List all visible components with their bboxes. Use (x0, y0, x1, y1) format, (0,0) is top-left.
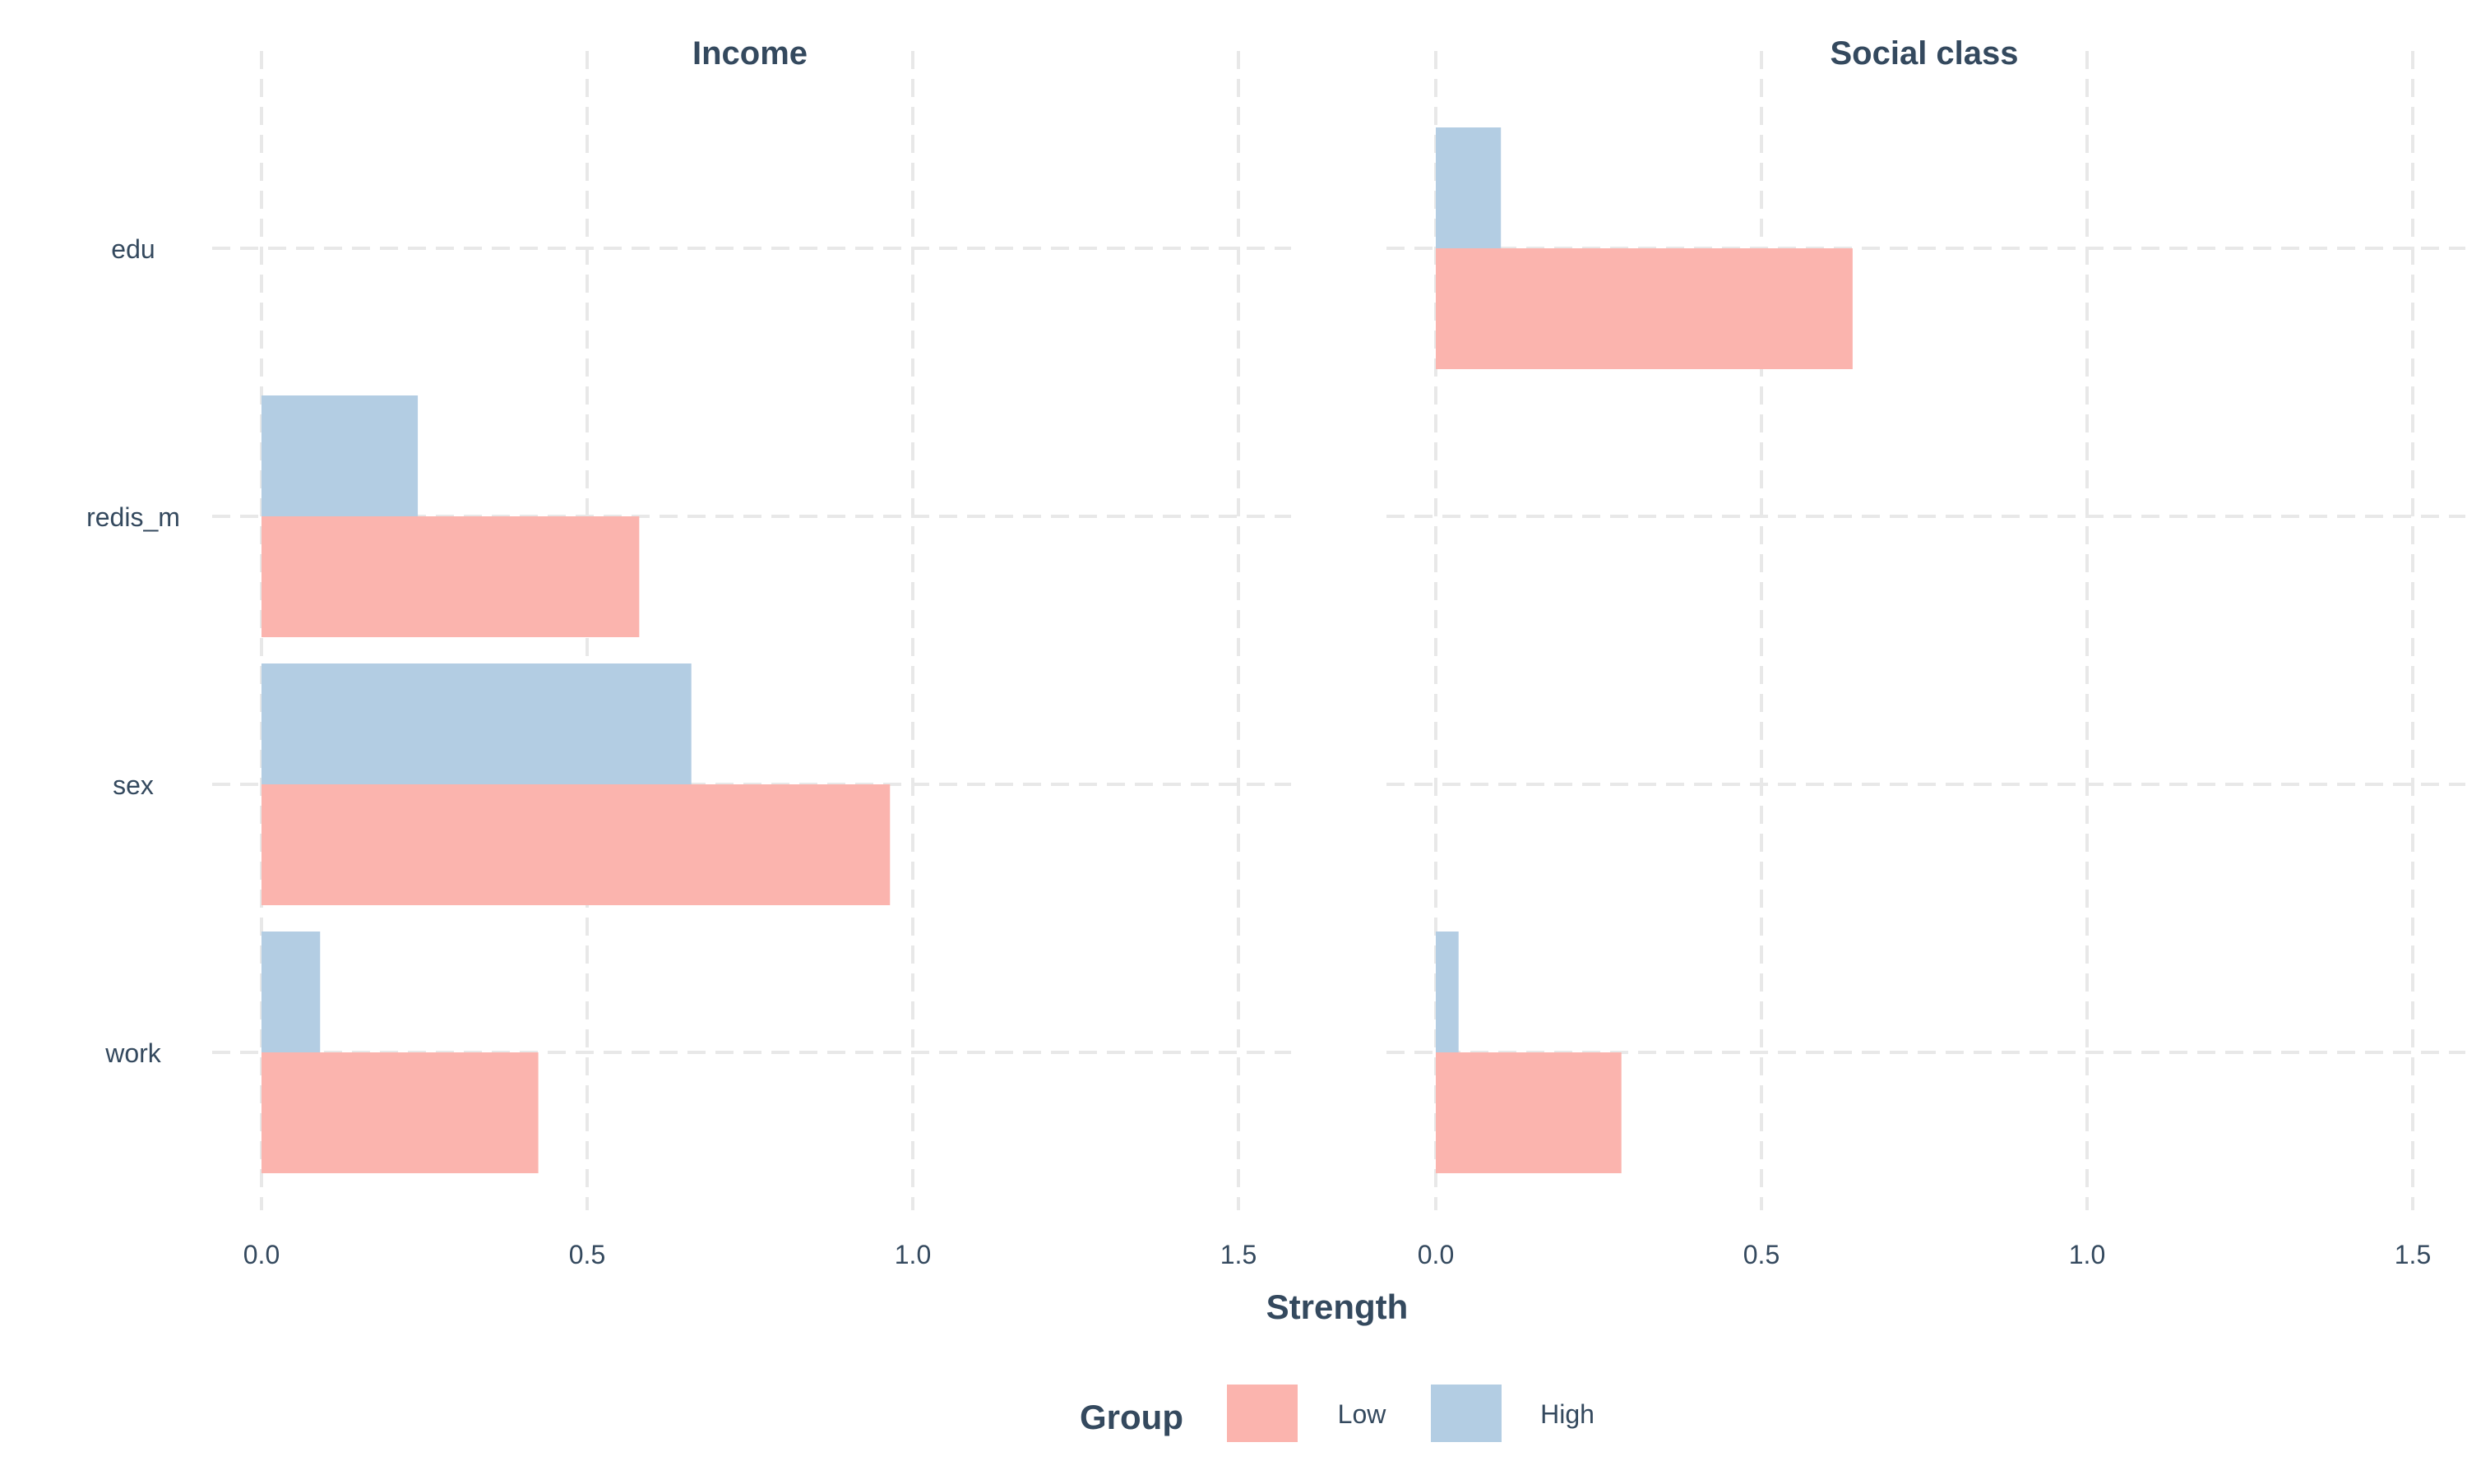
panel-title: Income (692, 35, 808, 72)
panel-title: Social class (1830, 35, 2018, 72)
x-tick-label: 1.5 (2395, 1240, 2431, 1269)
bars-layer (262, 127, 1853, 1173)
x-tick-label: 0.0 (243, 1240, 280, 1269)
x-tick-label: 0.5 (569, 1240, 605, 1269)
x-tick-label: 1.0 (895, 1240, 931, 1269)
x-axis-title: Strength (1266, 1288, 1409, 1326)
y-tick-label: sex (113, 770, 154, 800)
bar-low-edu (1436, 248, 1853, 369)
legend-key-low (1227, 1385, 1298, 1442)
bar-high-edu (1436, 127, 1502, 248)
legend-title: Group (1080, 1398, 1183, 1436)
legend-key-high (1431, 1385, 1502, 1442)
labels-layer: Income 0.0 0.5 1.0 1.5 Social class 0.0 0.5 1.0 1… (86, 35, 2431, 1326)
x-tick-label: 1.5 (1220, 1240, 1257, 1269)
legend: Group Low High (1080, 1385, 1595, 1442)
y-tick-label: work (104, 1038, 162, 1068)
legend-label-high: High (1540, 1399, 1595, 1429)
y-tick-label: edu (111, 234, 155, 264)
bar-low-sex (262, 784, 891, 905)
bar-high-work (1436, 932, 1459, 1052)
legend-label-low: Low (1338, 1399, 1387, 1429)
bar-low-work (1436, 1052, 1622, 1173)
bar-high-sex (262, 663, 692, 784)
x-tick-label: 0.0 (1418, 1240, 1454, 1269)
bar-low-redis_m (262, 516, 640, 637)
x-tick-label: 0.5 (1743, 1240, 1780, 1269)
bar-high-redis_m (262, 395, 419, 516)
bar-high-work (262, 932, 321, 1052)
y-tick-label: redis_m (86, 502, 180, 532)
bar-low-work (262, 1052, 539, 1173)
x-tick-label: 1.0 (2069, 1240, 2105, 1269)
